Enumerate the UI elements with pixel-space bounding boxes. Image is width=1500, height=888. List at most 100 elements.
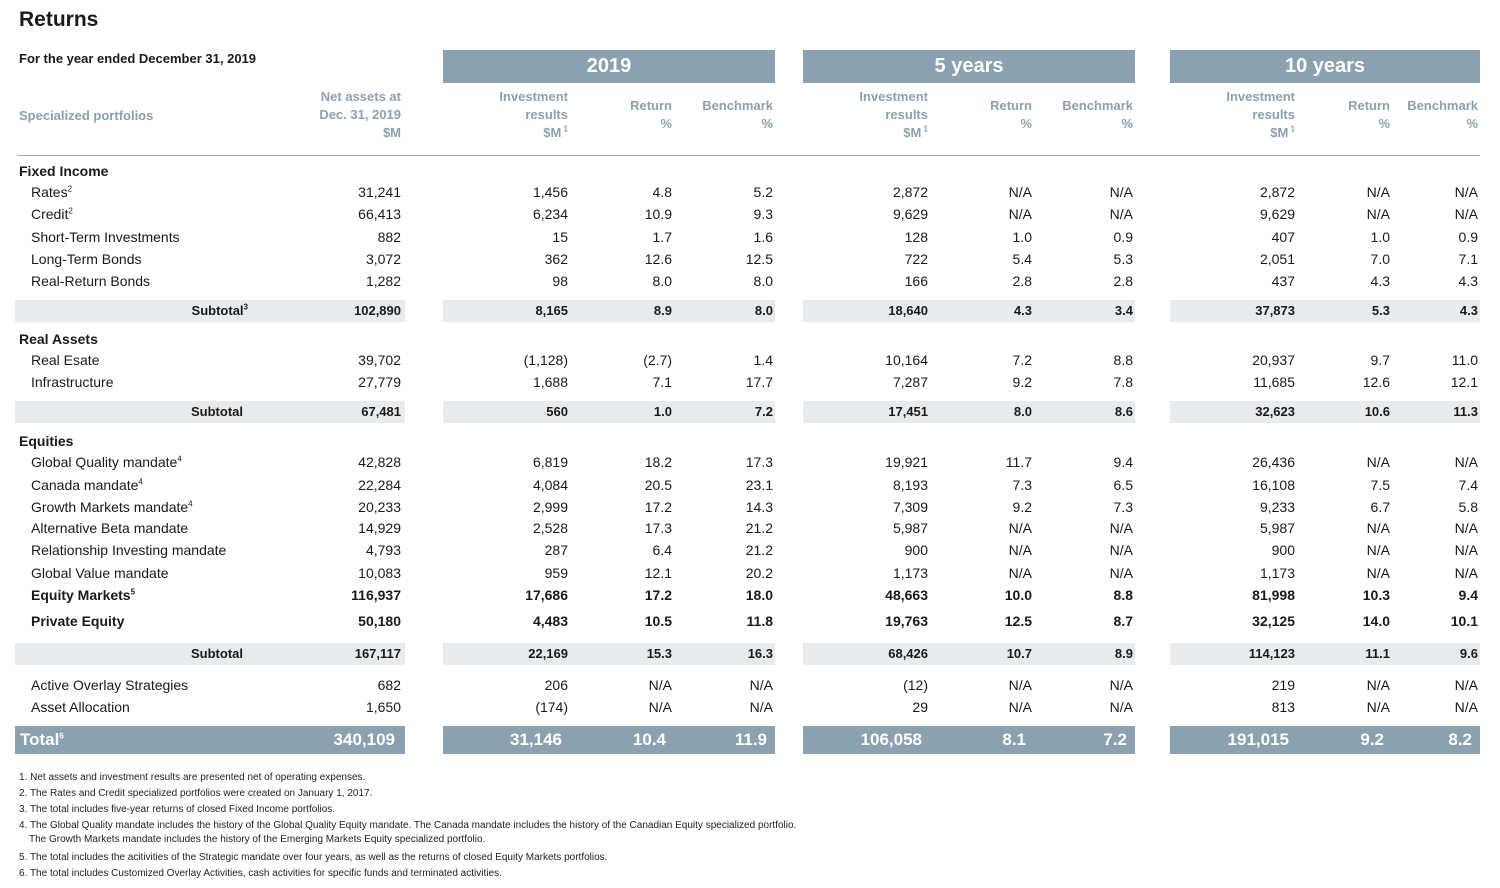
cell-value: 12.5 (1004, 613, 1032, 629)
cell-value: 2,872 (1259, 184, 1295, 200)
cell-value: 1,282 (365, 273, 401, 289)
cell-value: 7.0 (1370, 251, 1390, 267)
cell-value: 8.8 (1113, 352, 1133, 368)
cell-value: 11.9 (734, 730, 767, 749)
row-label: Real Esate (31, 352, 100, 368)
cell-value: 67,481 (361, 404, 401, 419)
cell-value: 2,872 (892, 184, 928, 200)
header-return-5y-line: % (1020, 116, 1032, 131)
row-label: Subtotal (191, 646, 243, 661)
cell-value: 12.6 (1362, 374, 1390, 390)
cell-value: 18.2 (644, 454, 672, 470)
footnote-ref: 5 (130, 587, 136, 597)
header-return-10y-line: % (1378, 116, 1390, 131)
cell-value: 8,193 (892, 477, 928, 493)
cell-value: 7,309 (892, 499, 928, 515)
footnote-5: 5. The total includes the acitivities of… (19, 852, 608, 863)
cell-value: 32,125 (1252, 613, 1295, 629)
row-shade (1170, 726, 1480, 754)
cell-value: 1.0 (1370, 229, 1390, 245)
section-equities: Equities (19, 433, 74, 449)
footnote-6: 6. The total includes Customized Overlay… (19, 868, 502, 879)
cell-value: 4,483 (532, 613, 568, 629)
cell-value: 11,685 (1253, 374, 1295, 390)
row-label: Global Value mandate (31, 565, 169, 581)
header-net-assets: Net assets at Dec. 31, 2019 $M (281, 86, 401, 144)
table-row: Growth Markets mandate4 20,233 2,999 17.2 14… (0, 496, 1500, 518)
cell-value: 191,015 (1227, 730, 1289, 749)
cell-value: N/A (1454, 520, 1478, 536)
header-inv-results-2019-line: results (525, 107, 568, 122)
cell-value: 42,828 (358, 454, 401, 470)
cell-value: 68,426 (888, 646, 928, 661)
cell-value: 9,233 (1259, 499, 1295, 515)
header-benchmark-2019: Benchmark% (653, 86, 773, 144)
cell-value: 1,650 (365, 699, 401, 715)
cell-value: N/A (749, 699, 773, 715)
cell-value: 1,173 (1259, 565, 1295, 581)
cell-value: 39,702 (358, 352, 401, 368)
footnote-ref: 6 (59, 731, 64, 741)
cell-value: 10.5 (644, 613, 672, 629)
footnote-ref: 4 (177, 454, 182, 464)
row-shade (803, 726, 1135, 754)
footnotes: 1. Net assets and investment results are… (19, 771, 796, 883)
cell-value: 219 (1271, 677, 1295, 693)
footnote-ref: 1 (561, 124, 568, 134)
footnote-ref: 2 (68, 206, 73, 216)
cell-value: 7.1 (652, 374, 672, 390)
cell-value: 11.1 (1365, 646, 1390, 661)
cell-value: 8.0 (754, 303, 773, 318)
cell-value: 8.8 (1113, 587, 1133, 603)
row-label: Global Quality mandate4 (31, 454, 182, 470)
row-label: Private Equity (31, 613, 125, 629)
cell-value: 10.0 (1004, 587, 1032, 603)
cell-value: 4.3 (1370, 273, 1390, 289)
row-shade (1170, 300, 1480, 322)
row-shade (443, 300, 775, 322)
subtotal-row: Subtotal3 102,890 8,165 8.9 8.0 18,640 4.3 3.4 3… (0, 300, 1500, 322)
cell-value: 4.3 (1459, 303, 1478, 318)
cell-value: 10,083 (358, 565, 401, 581)
cell-value: 7.5 (1370, 477, 1390, 493)
cell-value: 8,165 (535, 303, 568, 318)
cell-value: 8.9 (653, 303, 672, 318)
cell-value: 116,937 (351, 587, 401, 603)
cell-value: N/A (1454, 565, 1478, 581)
cell-value: (174) (535, 699, 568, 715)
group-band-2019: 2019 (443, 50, 775, 83)
cell-value: 167,117 (354, 646, 401, 661)
cell-value: N/A (1109, 206, 1133, 222)
private-equity-row: Private Equity 50,180 4,483 10.5 11.8 19,763 1… (0, 610, 1500, 632)
cell-value: 9.2 (1012, 499, 1032, 515)
cell-value: N/A (1366, 184, 1390, 200)
table-row: Rates2 31,241 1,456 4.8 5.2 2,872 N/A N/A 2,872 N… (0, 181, 1500, 203)
cell-value: N/A (1366, 206, 1390, 222)
footnote-ref: 3 (243, 302, 248, 312)
subtotal-row: Subtotal 167,117 22,169 15.3 16.3 68,426 10.7 8… (0, 643, 1500, 665)
cell-value: 11.7 (1005, 454, 1032, 470)
group-band-5-years: 5 years (803, 50, 1135, 83)
row-label: Total6 (20, 730, 64, 749)
group-band-10-years: 10 years (1170, 50, 1480, 83)
cell-value: N/A (1109, 542, 1133, 558)
cell-value: 19,921 (885, 454, 928, 470)
row-shade (15, 401, 405, 423)
cell-value: N/A (1008, 677, 1032, 693)
cell-value: 166 (904, 273, 928, 289)
cell-value: 10.7 (1006, 646, 1032, 661)
section-real-assets: Real Assets (19, 331, 98, 347)
cell-value: 6.7 (1370, 499, 1390, 515)
cell-value: 5.8 (1458, 499, 1478, 515)
cell-value: 9,629 (892, 206, 928, 222)
cell-value: 17.3 (644, 520, 672, 536)
row-shade (1170, 643, 1480, 665)
row-label: Relationship Investing mandate (31, 542, 227, 558)
row-shade (443, 726, 775, 754)
cell-value: N/A (1366, 542, 1390, 558)
cell-value: N/A (1454, 542, 1478, 558)
header-inv-results-5y-line: Investment (859, 89, 928, 104)
row-shade (15, 300, 405, 322)
cell-value: 98 (552, 273, 568, 289)
header-benchmark-10y: Benchmark% (1358, 86, 1478, 144)
